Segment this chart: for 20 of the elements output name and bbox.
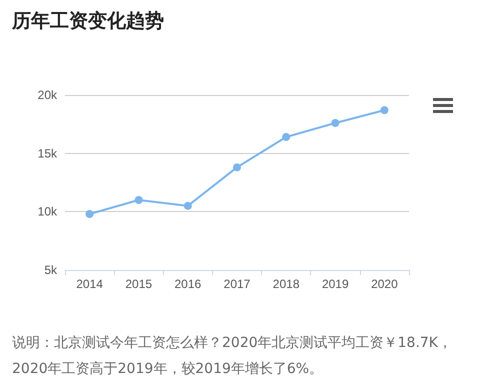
- x-tick-label: 2015: [125, 277, 152, 291]
- point: [282, 133, 290, 141]
- y-tick-label: 10k: [38, 204, 58, 219]
- chart-title: 历年工资变化趋势: [12, 9, 164, 34]
- x-tick-label: 2019: [322, 277, 349, 291]
- y-tick-label: 5k: [44, 263, 58, 277]
- point: [380, 106, 388, 114]
- x-tick-label: 2017: [224, 277, 251, 291]
- point: [331, 119, 340, 127]
- x-tick-label: 2016: [174, 277, 202, 291]
- point: [233, 163, 241, 172]
- x-tick-label: 2018: [272, 277, 300, 291]
- point: [184, 202, 192, 210]
- point: [134, 196, 143, 204]
- y-tick-label: 15k: [38, 146, 58, 160]
- point: [86, 210, 94, 218]
- x-tick-label: 2020: [371, 277, 398, 291]
- text: 说明：北京测试今年工资怎么样？2020年北京测试平均工资￥18.7K，2020年工资高于2019年，较2019年增长了6%。: [12, 334, 453, 379]
- x-tick-label: 2014: [76, 277, 104, 291]
- y-tick-label: 20k: [38, 88, 58, 102]
